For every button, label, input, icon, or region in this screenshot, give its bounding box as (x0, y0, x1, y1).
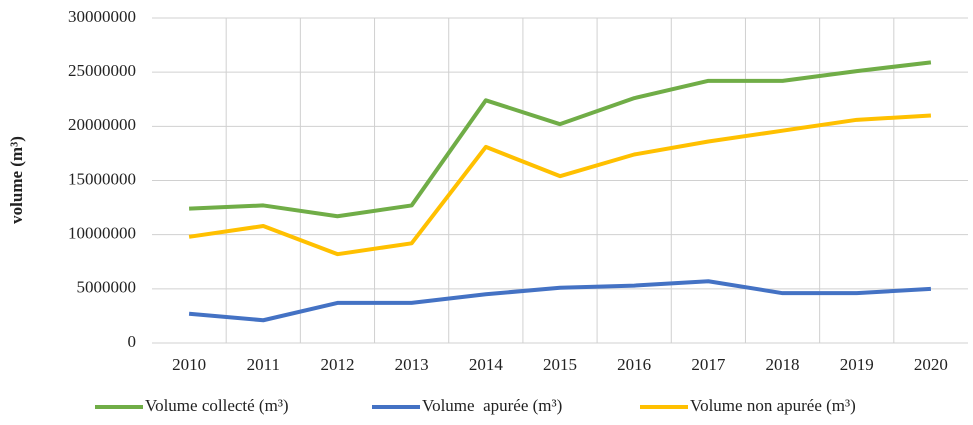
series-line (188, 279, 932, 323)
x-tick-label: 2010 (172, 355, 206, 374)
y-tick-label: 5000000 (77, 278, 137, 297)
y-axis-label: volume (m³) (7, 136, 26, 224)
legend-label: Volume non apurée (m³) (690, 396, 856, 415)
x-tick-label: 2015 (543, 355, 577, 374)
y-tick-label: 0 (128, 332, 137, 351)
x-tick-label: 2017 (691, 355, 726, 374)
y-tick-label: 10000000 (68, 224, 136, 243)
x-tick-label: 2013 (395, 355, 429, 374)
x-tick-label: 2019 (840, 355, 874, 374)
y-tick-label: 25000000 (68, 61, 136, 80)
series-line (189, 60, 932, 219)
y-tick-label: 15000000 (68, 169, 136, 188)
legend-label: Volume apurée (m³) (422, 396, 562, 415)
y-tick-label: 20000000 (68, 115, 136, 134)
x-tick-label: 2016 (617, 355, 651, 374)
x-tick-label: 2012 (320, 355, 354, 374)
x-tick-label: 2018 (766, 355, 800, 374)
x-tick-label: 2020 (914, 355, 948, 374)
x-tick-label: 2014 (469, 355, 504, 374)
legend-label: Volume collecté (m³) (145, 396, 289, 415)
series-line (188, 113, 932, 257)
x-tick-label: 2011 (247, 355, 280, 374)
y-tick-label: 30000000 (68, 7, 136, 26)
